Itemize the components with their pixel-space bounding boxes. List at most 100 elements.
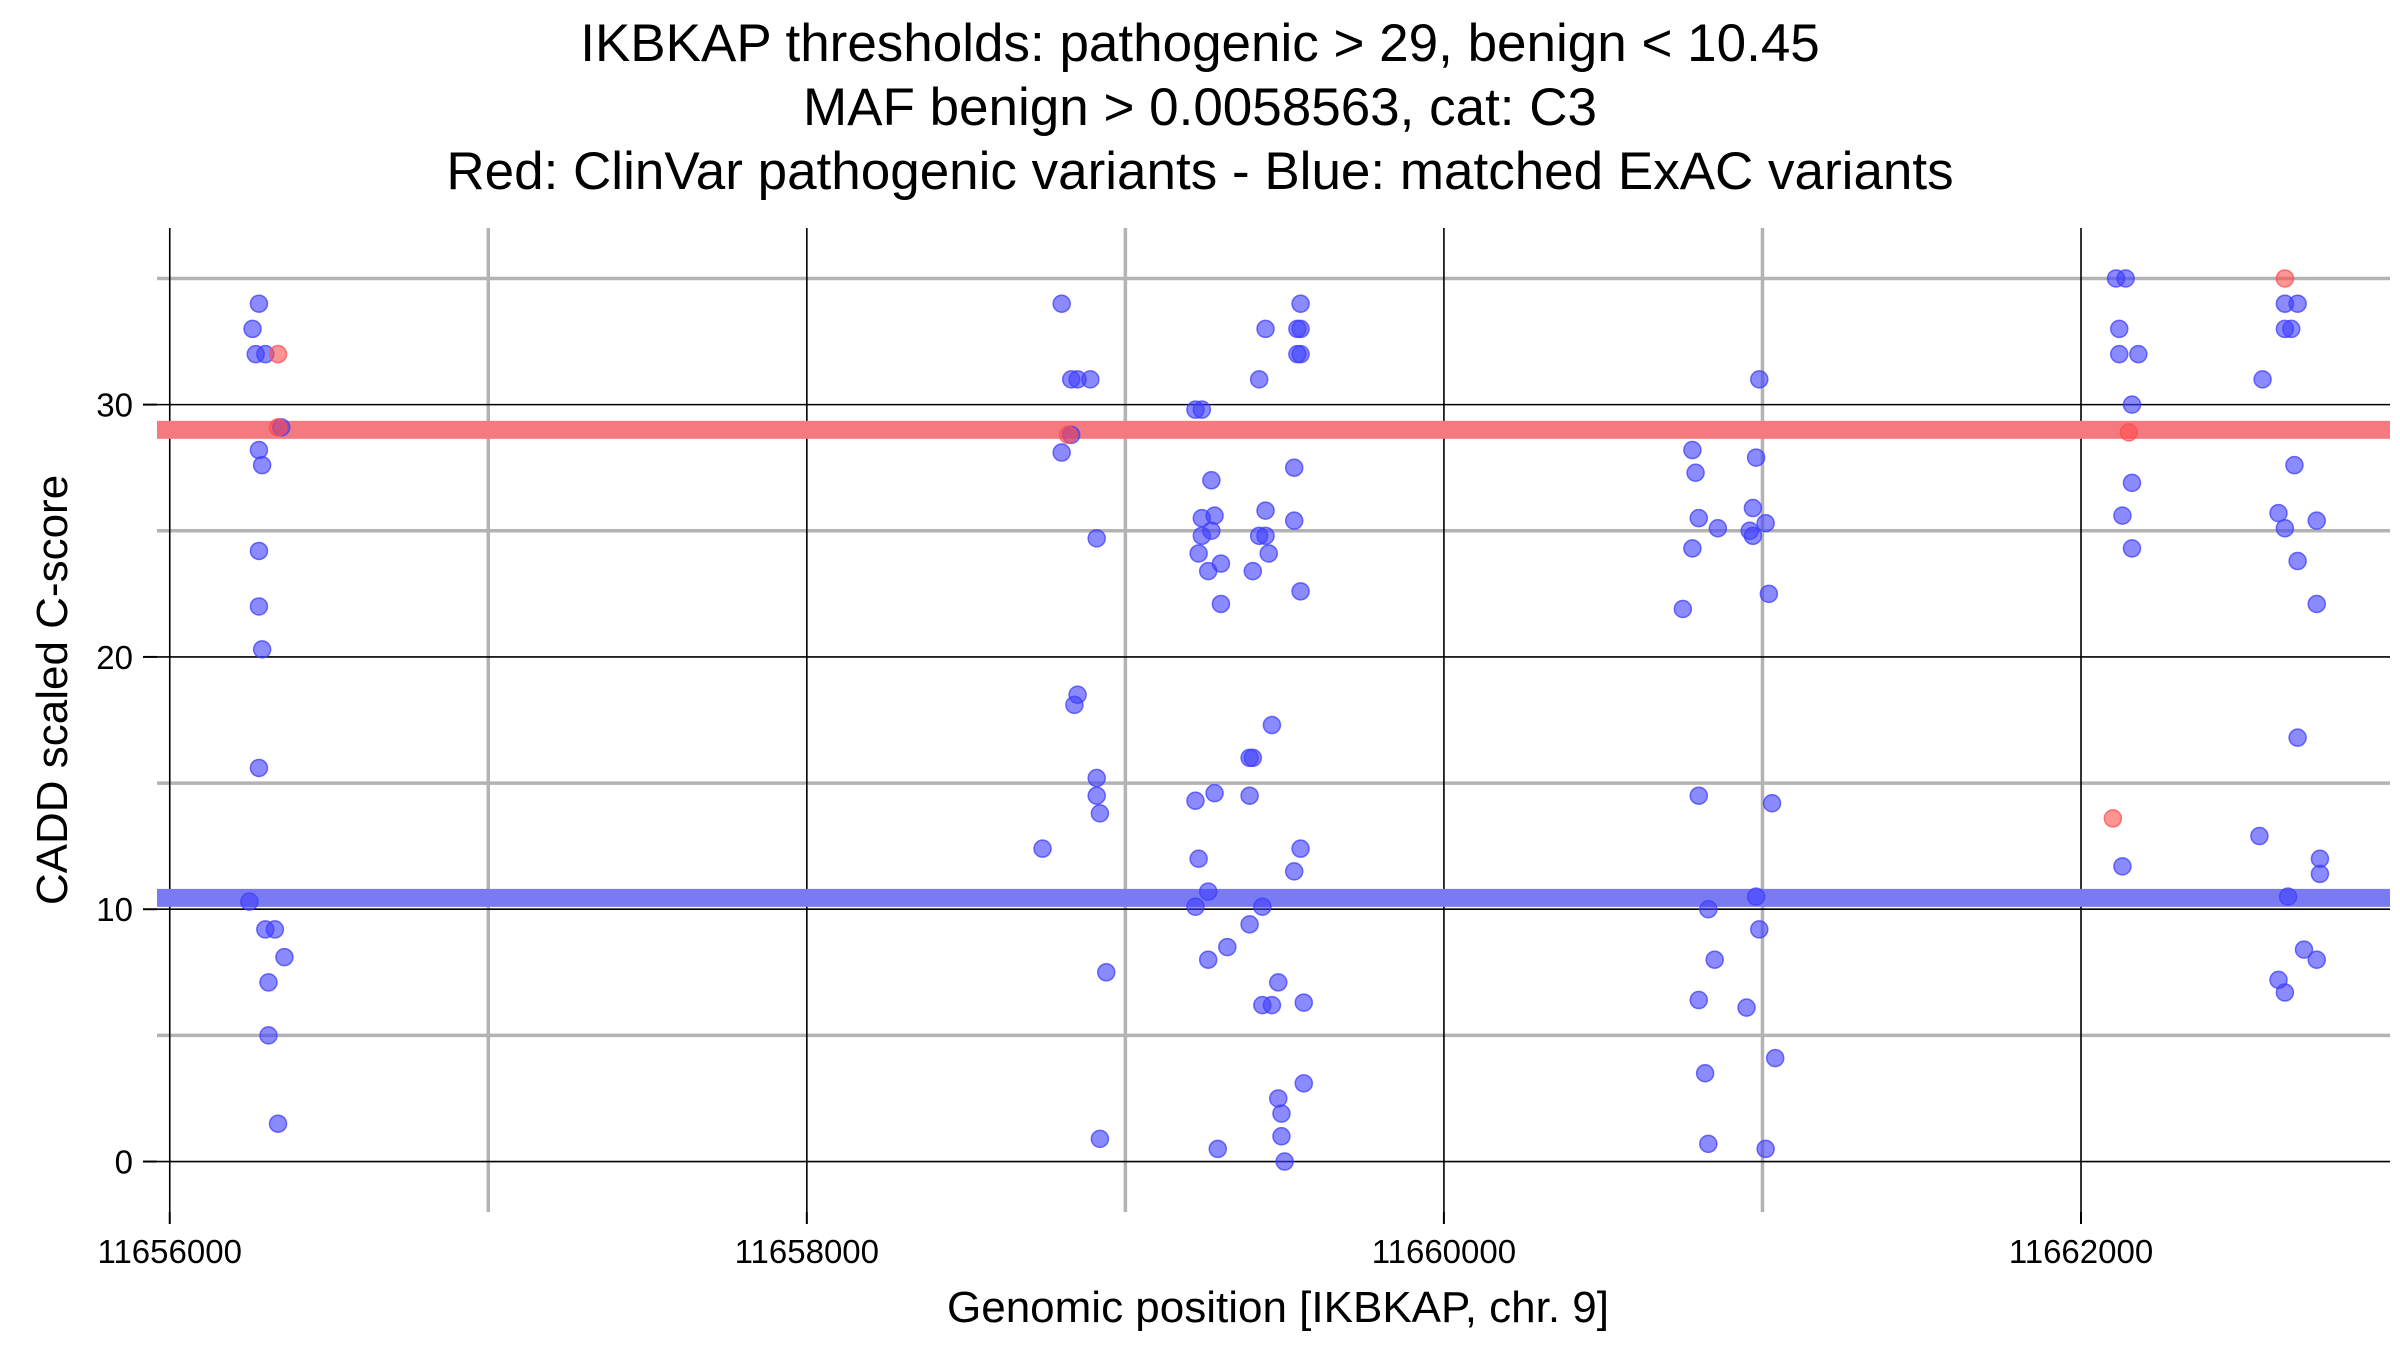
data-point (1746, 887, 1766, 906)
data-point (1743, 526, 1763, 546)
data-point (1695, 1063, 1715, 1083)
data-point (1198, 950, 1218, 969)
data-points (240, 269, 2330, 1171)
data-point (1259, 544, 1278, 563)
data-point (1256, 526, 1275, 546)
data-point (1683, 440, 1702, 460)
data-point (1205, 783, 1224, 803)
data-point (1262, 715, 1282, 735)
data-point (1240, 915, 1259, 934)
data-point (275, 947, 294, 967)
data-point (268, 344, 288, 364)
data-point (2288, 728, 2307, 747)
data-point (1243, 748, 1263, 768)
data-point (1689, 508, 1709, 528)
data-point (1186, 400, 1205, 419)
data-point (1737, 998, 1756, 1017)
data-point (1294, 993, 1314, 1012)
data-point (1256, 501, 1275, 520)
data-point (259, 973, 278, 992)
data-point (2307, 594, 2326, 614)
data-point (249, 440, 269, 460)
data-point (1033, 839, 1052, 858)
y-tick-label: 30 (96, 387, 133, 424)
data-point (1090, 1129, 1110, 1149)
series-clinvar-pathogenic-variants (268, 269, 2295, 828)
data-point (1683, 539, 1702, 558)
data-point (268, 418, 288, 437)
data-point (1288, 344, 1307, 364)
data-point (1689, 786, 1709, 805)
data-point (2109, 319, 2129, 339)
data-point (2288, 294, 2307, 313)
data-point (1750, 920, 1769, 939)
data-point (1243, 561, 1263, 581)
y-tick-label: 10 (96, 891, 133, 928)
data-point (1699, 1134, 1718, 1154)
data-point (1052, 443, 1071, 462)
data-point (1211, 594, 1231, 614)
data-point (1284, 862, 1304, 881)
grid-lines (157, 228, 2390, 1212)
data-point (2275, 269, 2295, 288)
data-point (1686, 463, 1705, 482)
data-point (1202, 521, 1221, 541)
data-point (2250, 826, 2269, 846)
data-point (2307, 511, 2326, 530)
data-point (1284, 511, 1304, 530)
data-point (2285, 455, 2304, 475)
x-axis-title: Genomic position [IKBKAP, chr. 9] (947, 1283, 1609, 1332)
data-point (1291, 294, 1310, 313)
data-point (1198, 882, 1218, 901)
data-point (2113, 506, 2132, 525)
chart-title-line-2: MAF benign > 0.0058563, cat: C3 (802, 78, 1598, 137)
data-point (2278, 887, 2298, 906)
data-point (1705, 950, 1724, 969)
data-point (1272, 1104, 1291, 1123)
data-point (1189, 544, 1208, 563)
data-point (252, 640, 272, 659)
data-point (1284, 458, 1304, 477)
data-point (1189, 849, 1208, 869)
data-point (1746, 448, 1766, 467)
data-point (1087, 768, 1106, 788)
threshold-bands (157, 420, 2390, 907)
data-point (1240, 786, 1259, 805)
data-point (1198, 561, 1218, 581)
data-point (2116, 269, 2135, 288)
data-point (1052, 294, 1071, 313)
chart-title-line-3: Red: ClinVar pathogenic variants - Blue:… (446, 142, 1954, 201)
data-point (1699, 899, 1718, 919)
data-point (1759, 584, 1779, 604)
data-point (249, 294, 269, 313)
data-point (2310, 864, 2330, 884)
data-point (1756, 1139, 1775, 1159)
y-axis-title: CADD scaled C-score (28, 475, 77, 905)
data-point (1275, 1152, 1294, 1171)
x-tick-label: 11662000 (2009, 1233, 2153, 1270)
data-point (2253, 370, 2272, 389)
data-point (2113, 857, 2132, 876)
data-point (1218, 937, 1237, 957)
x-tick-label: 11660000 (1372, 1233, 1516, 1270)
data-point (1065, 695, 1084, 715)
data-point (2129, 344, 2148, 364)
x-tick-label: 11658000 (735, 1233, 879, 1270)
data-point (1186, 791, 1205, 810)
data-point (1708, 518, 1728, 538)
threshold-band-pathogenic (157, 420, 2390, 439)
data-point (1253, 897, 1272, 916)
data-point (2275, 518, 2295, 538)
data-point (2119, 423, 2139, 442)
data-point (249, 597, 269, 616)
data-point (1272, 1127, 1291, 1146)
data-point (2288, 551, 2307, 571)
data-point (2122, 473, 2142, 493)
y-tick-label: 20 (96, 639, 133, 676)
data-point (1202, 471, 1221, 490)
data-point (1256, 319, 1275, 339)
data-point (1205, 506, 1224, 525)
data-point (259, 1026, 278, 1045)
data-point (240, 892, 259, 911)
